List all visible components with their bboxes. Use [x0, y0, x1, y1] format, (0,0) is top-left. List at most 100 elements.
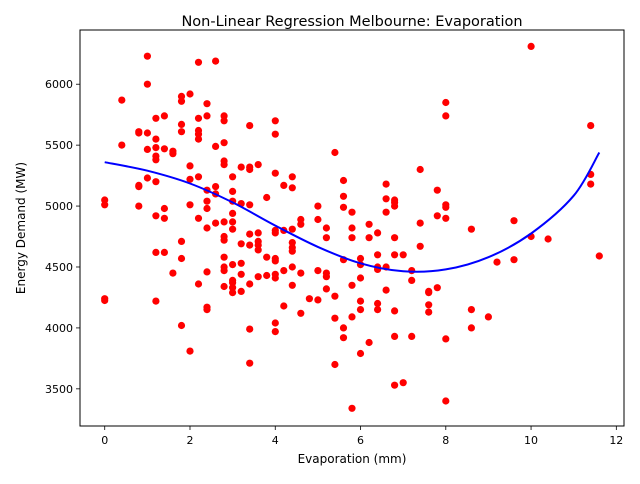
scatter-point — [143, 129, 151, 137]
scatter-point — [186, 162, 194, 170]
scatter-point — [365, 220, 373, 228]
scatter-point — [442, 98, 450, 107]
x-tick-label: 0 — [101, 434, 108, 447]
x-tick-label: 8 — [442, 434, 449, 447]
scatter-point — [254, 273, 262, 281]
scatter-point — [271, 257, 279, 265]
scatter-point — [484, 313, 492, 321]
scatter-point — [271, 319, 279, 327]
scatter-point — [220, 139, 228, 147]
scatter-point — [160, 112, 168, 120]
scatter-point — [425, 289, 433, 297]
scatter-point — [595, 252, 603, 260]
scatter-point — [135, 129, 143, 137]
scatter-point — [246, 359, 254, 367]
scatter-point — [194, 173, 203, 181]
scatter-point — [229, 218, 237, 226]
scatter-point — [322, 234, 330, 242]
scatter-point — [152, 135, 160, 143]
scatter-point — [186, 175, 194, 183]
scatter-point — [194, 58, 203, 66]
scatter-point — [143, 174, 151, 182]
scatter-point — [408, 267, 416, 275]
scatter-point — [220, 253, 228, 261]
scatter-point — [237, 163, 245, 171]
scatter-point — [339, 192, 348, 200]
scatter-point — [143, 80, 151, 88]
scatter-point — [271, 130, 279, 138]
scatter-point — [220, 218, 228, 226]
scatter-point — [186, 201, 194, 209]
scatter-point — [160, 204, 168, 213]
scatter-point — [348, 281, 356, 289]
scatter-point — [442, 203, 450, 211]
scatter-point — [212, 183, 220, 191]
scatter-point — [493, 258, 501, 266]
scatter-point — [220, 117, 228, 125]
scatter-point — [399, 251, 407, 259]
scatter-point — [246, 241, 254, 249]
x-tick-label: 6 — [357, 434, 364, 447]
scatter-point — [365, 338, 373, 347]
scatter-point — [254, 246, 262, 254]
scatter-point — [237, 259, 245, 267]
scatter-point — [254, 161, 262, 169]
scatter-point — [152, 114, 160, 122]
scatter-point — [237, 287, 245, 295]
scatter-point — [186, 90, 194, 98]
scatter-point — [203, 197, 211, 205]
scatter-point — [382, 180, 390, 188]
scatter-point — [425, 308, 433, 316]
scatter-point — [118, 141, 126, 149]
scatter-point — [246, 230, 254, 238]
scatter-point — [391, 202, 399, 210]
scatter-point — [194, 214, 203, 222]
scatter-point — [280, 181, 288, 189]
scatter-point — [416, 165, 424, 174]
scatter-point — [229, 187, 237, 195]
scatter-point — [365, 234, 373, 242]
scatter-point — [194, 114, 203, 122]
scatter-point — [408, 332, 416, 340]
scatter-point — [263, 271, 271, 280]
scatter-point — [177, 237, 186, 245]
x-tick-label: 10 — [524, 434, 538, 447]
y-tick-label: 4000 — [45, 322, 73, 335]
scatter-point — [348, 234, 356, 242]
scatter-point — [510, 256, 518, 264]
scatter-point — [527, 42, 535, 51]
scatter-point — [177, 120, 186, 128]
scatter-point — [203, 112, 211, 120]
scatter-point — [416, 219, 424, 227]
scatter-point — [169, 269, 177, 277]
scatter-point — [331, 148, 339, 157]
scatter-point — [135, 183, 143, 191]
scatter-point — [212, 142, 220, 150]
scatter-point — [160, 248, 168, 256]
scatter-point — [356, 306, 365, 314]
scatter-point — [254, 229, 262, 237]
scatter-point — [467, 324, 475, 332]
scatter-point — [322, 224, 330, 232]
scatter-point — [391, 234, 399, 242]
scatter-point — [356, 254, 365, 263]
scatter-point — [339, 176, 348, 185]
scatter-point — [203, 268, 211, 276]
scatter-point — [416, 242, 424, 250]
scatter-point — [348, 313, 356, 321]
scatter-point — [246, 325, 254, 333]
scatter-point — [399, 379, 407, 387]
scatter-point — [229, 209, 237, 217]
scatter-point — [374, 306, 382, 314]
scatter-point — [467, 306, 475, 314]
y-tick-label: 6000 — [45, 78, 73, 91]
scatter-point — [271, 169, 279, 177]
scatter-point — [331, 292, 339, 300]
scatter-point — [510, 217, 518, 225]
scatter-point — [297, 269, 305, 277]
scatter-point — [152, 248, 160, 256]
scatter-point — [442, 112, 450, 120]
scatter-point — [118, 96, 126, 104]
